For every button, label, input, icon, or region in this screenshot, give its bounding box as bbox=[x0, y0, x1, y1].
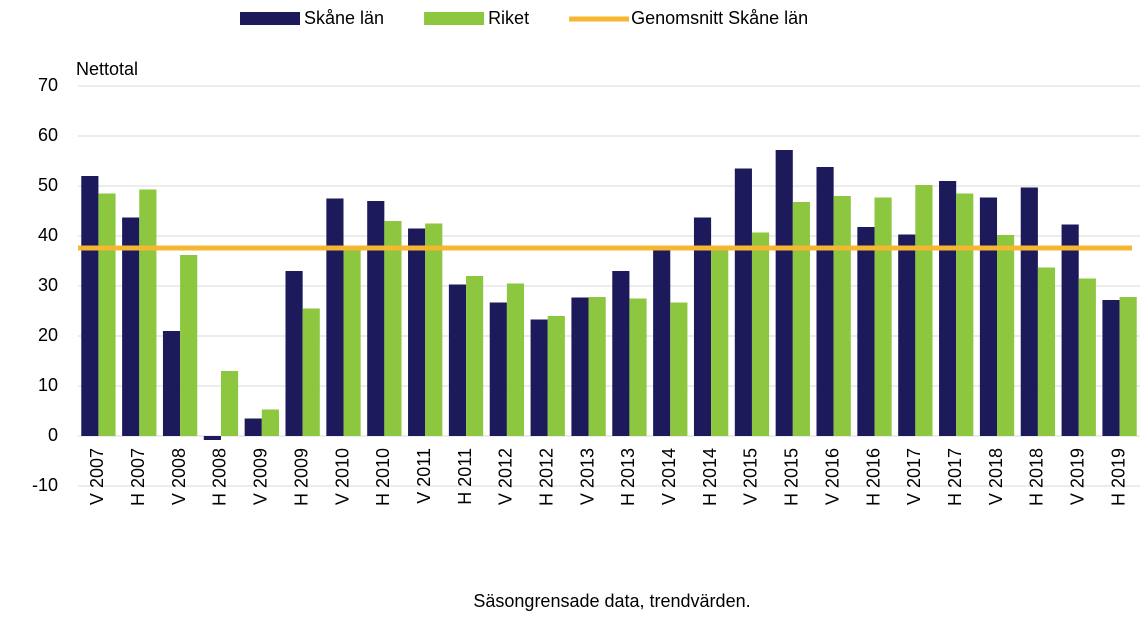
bar bbox=[1119, 297, 1137, 436]
y-tick-label: 60 bbox=[38, 125, 58, 145]
bar bbox=[408, 228, 426, 436]
bar bbox=[139, 189, 157, 436]
bar bbox=[833, 196, 851, 436]
x-tick-label: H 2009 bbox=[291, 448, 311, 506]
legend-label: Riket bbox=[488, 8, 529, 28]
x-tick-label: V 2016 bbox=[822, 448, 842, 505]
bar bbox=[1061, 224, 1079, 436]
bar bbox=[425, 223, 443, 436]
x-tick-label: H 2016 bbox=[863, 448, 883, 506]
bar bbox=[775, 150, 793, 436]
bar bbox=[261, 409, 279, 436]
bar bbox=[915, 185, 933, 436]
bar bbox=[670, 302, 688, 436]
bar bbox=[203, 436, 221, 440]
legend-label: Skåne län bbox=[304, 8, 384, 28]
x-tick-label: V 2009 bbox=[251, 448, 271, 505]
x-tick-label: H 2018 bbox=[1027, 448, 1047, 506]
y-tick-label: 20 bbox=[38, 325, 58, 345]
y-tick-label: -10 bbox=[32, 475, 58, 495]
legend-label: Genomsnitt Skåne län bbox=[631, 8, 808, 28]
x-tick-label: H 2015 bbox=[782, 448, 802, 506]
bar bbox=[81, 176, 99, 436]
x-tick-label: H 2014 bbox=[700, 448, 720, 506]
bar bbox=[367, 201, 385, 436]
y-tick-label: 30 bbox=[38, 275, 58, 295]
bar bbox=[997, 235, 1015, 436]
bar bbox=[898, 234, 916, 436]
x-tick-label: H 2010 bbox=[373, 448, 393, 506]
y-tick-label: 50 bbox=[38, 175, 58, 195]
x-tick-label: H 2011 bbox=[455, 448, 475, 505]
bar bbox=[285, 271, 303, 436]
x-tick-label: V 2014 bbox=[659, 448, 679, 505]
x-tick-label: H 2007 bbox=[128, 448, 148, 506]
bar bbox=[979, 197, 998, 436]
x-tick-label: V 2012 bbox=[496, 448, 516, 505]
bar bbox=[1078, 278, 1096, 436]
x-tick-label: H 2017 bbox=[945, 448, 965, 506]
y-tick-label: 0 bbox=[48, 425, 58, 445]
bar bbox=[466, 276, 484, 436]
x-tick-label: V 2011 bbox=[414, 448, 434, 504]
bar bbox=[180, 255, 198, 436]
x-tick-label: V 2018 bbox=[986, 448, 1006, 505]
bar bbox=[489, 302, 507, 436]
x-tick-label: H 2013 bbox=[618, 448, 638, 506]
bar bbox=[220, 371, 239, 436]
bar bbox=[1020, 187, 1038, 436]
x-axis-label: Säsongrensade data, trendvärden. bbox=[473, 591, 750, 611]
y-tick-label: 70 bbox=[38, 75, 58, 95]
bar bbox=[326, 198, 344, 436]
bar bbox=[98, 193, 116, 436]
x-tick-label: H 2008 bbox=[210, 448, 230, 506]
bar bbox=[816, 167, 834, 436]
x-tick-label: H 2012 bbox=[536, 448, 556, 506]
legend-swatch bbox=[424, 12, 485, 25]
bar bbox=[956, 193, 974, 436]
bar bbox=[734, 168, 752, 436]
x-tick-label: V 2015 bbox=[741, 448, 761, 505]
bar bbox=[653, 248, 671, 436]
bar bbox=[629, 298, 647, 436]
x-tick-label: V 2008 bbox=[169, 448, 189, 505]
bar bbox=[122, 217, 140, 436]
bar bbox=[874, 197, 892, 436]
x-tick-label: V 2013 bbox=[577, 448, 597, 505]
bar bbox=[792, 202, 810, 436]
bar bbox=[612, 271, 630, 436]
bar bbox=[162, 331, 181, 436]
bar bbox=[506, 283, 525, 436]
bar bbox=[1037, 267, 1056, 436]
y-tick-label: 10 bbox=[38, 375, 58, 395]
bar bbox=[244, 418, 262, 436]
y-tick-label: 40 bbox=[38, 225, 58, 245]
y-axis-label: Nettotal bbox=[76, 59, 138, 79]
bar bbox=[751, 232, 770, 436]
bar bbox=[448, 284, 467, 436]
x-tick-label: V 2019 bbox=[1067, 448, 1087, 505]
x-tick-label: V 2010 bbox=[332, 448, 352, 505]
x-tick-label: H 2019 bbox=[1108, 448, 1128, 506]
bar bbox=[1102, 300, 1120, 436]
bar bbox=[571, 297, 589, 436]
bar bbox=[939, 181, 957, 436]
bar bbox=[343, 248, 361, 436]
bar bbox=[693, 217, 712, 436]
x-tick-label: V 2017 bbox=[904, 448, 924, 505]
bar bbox=[857, 227, 875, 436]
bar bbox=[530, 319, 548, 436]
legend-swatch bbox=[240, 12, 300, 25]
bar bbox=[302, 308, 320, 436]
x-tick-label: V 2007 bbox=[87, 448, 107, 505]
bar bbox=[384, 221, 402, 436]
bar bbox=[588, 297, 606, 436]
bar bbox=[711, 248, 729, 436]
bar bbox=[547, 316, 565, 436]
